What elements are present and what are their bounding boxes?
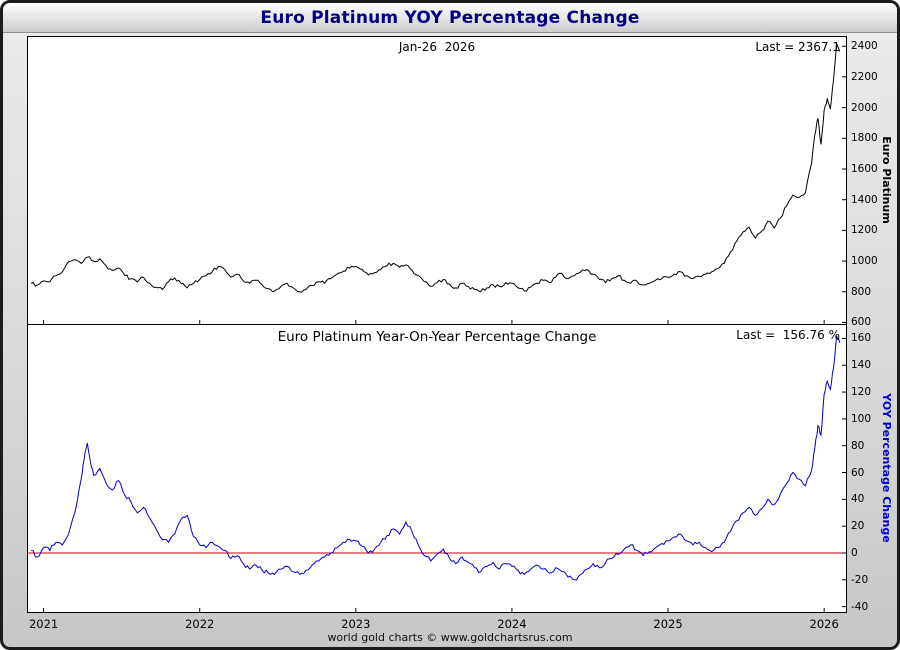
y-tick-label: 1600 (851, 162, 878, 175)
price-panel: Jan-26 2026 Last = 2367.1 600 800 1000 1200… (27, 36, 878, 327)
y-tick-label: 1800 (851, 132, 878, 145)
y-tick-label: 2400 (851, 39, 878, 52)
y-tick-label: -20 (851, 573, 869, 586)
x-tick-label: 2023 (341, 617, 371, 631)
y-tick-label: 100 (851, 412, 872, 425)
y-tick-label: 1200 (851, 224, 878, 237)
yoy-panel: Euro Platinum Year-On-Year Percentage Ch… (27, 324, 871, 631)
date-annotation: Jan-26 2026 (398, 40, 476, 54)
y-tick-label: 600 (851, 316, 872, 329)
y-tick-label: 40 (851, 493, 865, 506)
price-panel-plot (30, 42, 846, 324)
x-tick-label: 2021 (28, 617, 59, 631)
x-tick-label: 2024 (497, 617, 527, 631)
y-tick-label: 80 (851, 439, 865, 452)
y-tick-label: 2200 (851, 70, 878, 83)
y-tick-label: 60 (851, 466, 865, 479)
euro-platinum-price-line (30, 42, 841, 293)
title-bar: Euro Platinum YOY Percentage Change (3, 3, 897, 33)
price-last-label: Last = 2367.1 (755, 40, 840, 54)
y-tick-label: 0 (851, 546, 858, 559)
y-tick-label: 800 (851, 285, 872, 298)
yoy-last-label: Last = 156.76 % (736, 328, 840, 342)
yoy-panel-plot (28, 335, 846, 612)
footer-credit: world gold charts © www.goldchartsrus.co… (327, 631, 573, 644)
y-tick-label: 2000 (851, 101, 878, 114)
yoy-panel-title: Euro Platinum Year-On-Year Percentage Ch… (277, 329, 597, 345)
x-tick-label: 2025 (653, 617, 683, 631)
y-tick-label: -40 (851, 600, 869, 613)
y-tick-label: 140 (851, 358, 872, 371)
y-tick-label: 1400 (851, 193, 878, 206)
y-tick-label: 160 (851, 332, 872, 345)
y-tick-label: 120 (851, 385, 872, 398)
yoy-axis-title: YOY Percentage Change (880, 393, 893, 543)
x-tick-label: 2026 (809, 617, 839, 631)
y-tick-label: 20 (851, 519, 865, 532)
price-axis-title: Euro Platinum (880, 136, 893, 224)
euro-platinum-yoy-percent-line (30, 335, 841, 581)
x-tick-label: 2022 (185, 617, 215, 631)
page-title: Euro Platinum YOY Percentage Change (260, 7, 640, 28)
y-tick-label: 1000 (851, 254, 878, 267)
